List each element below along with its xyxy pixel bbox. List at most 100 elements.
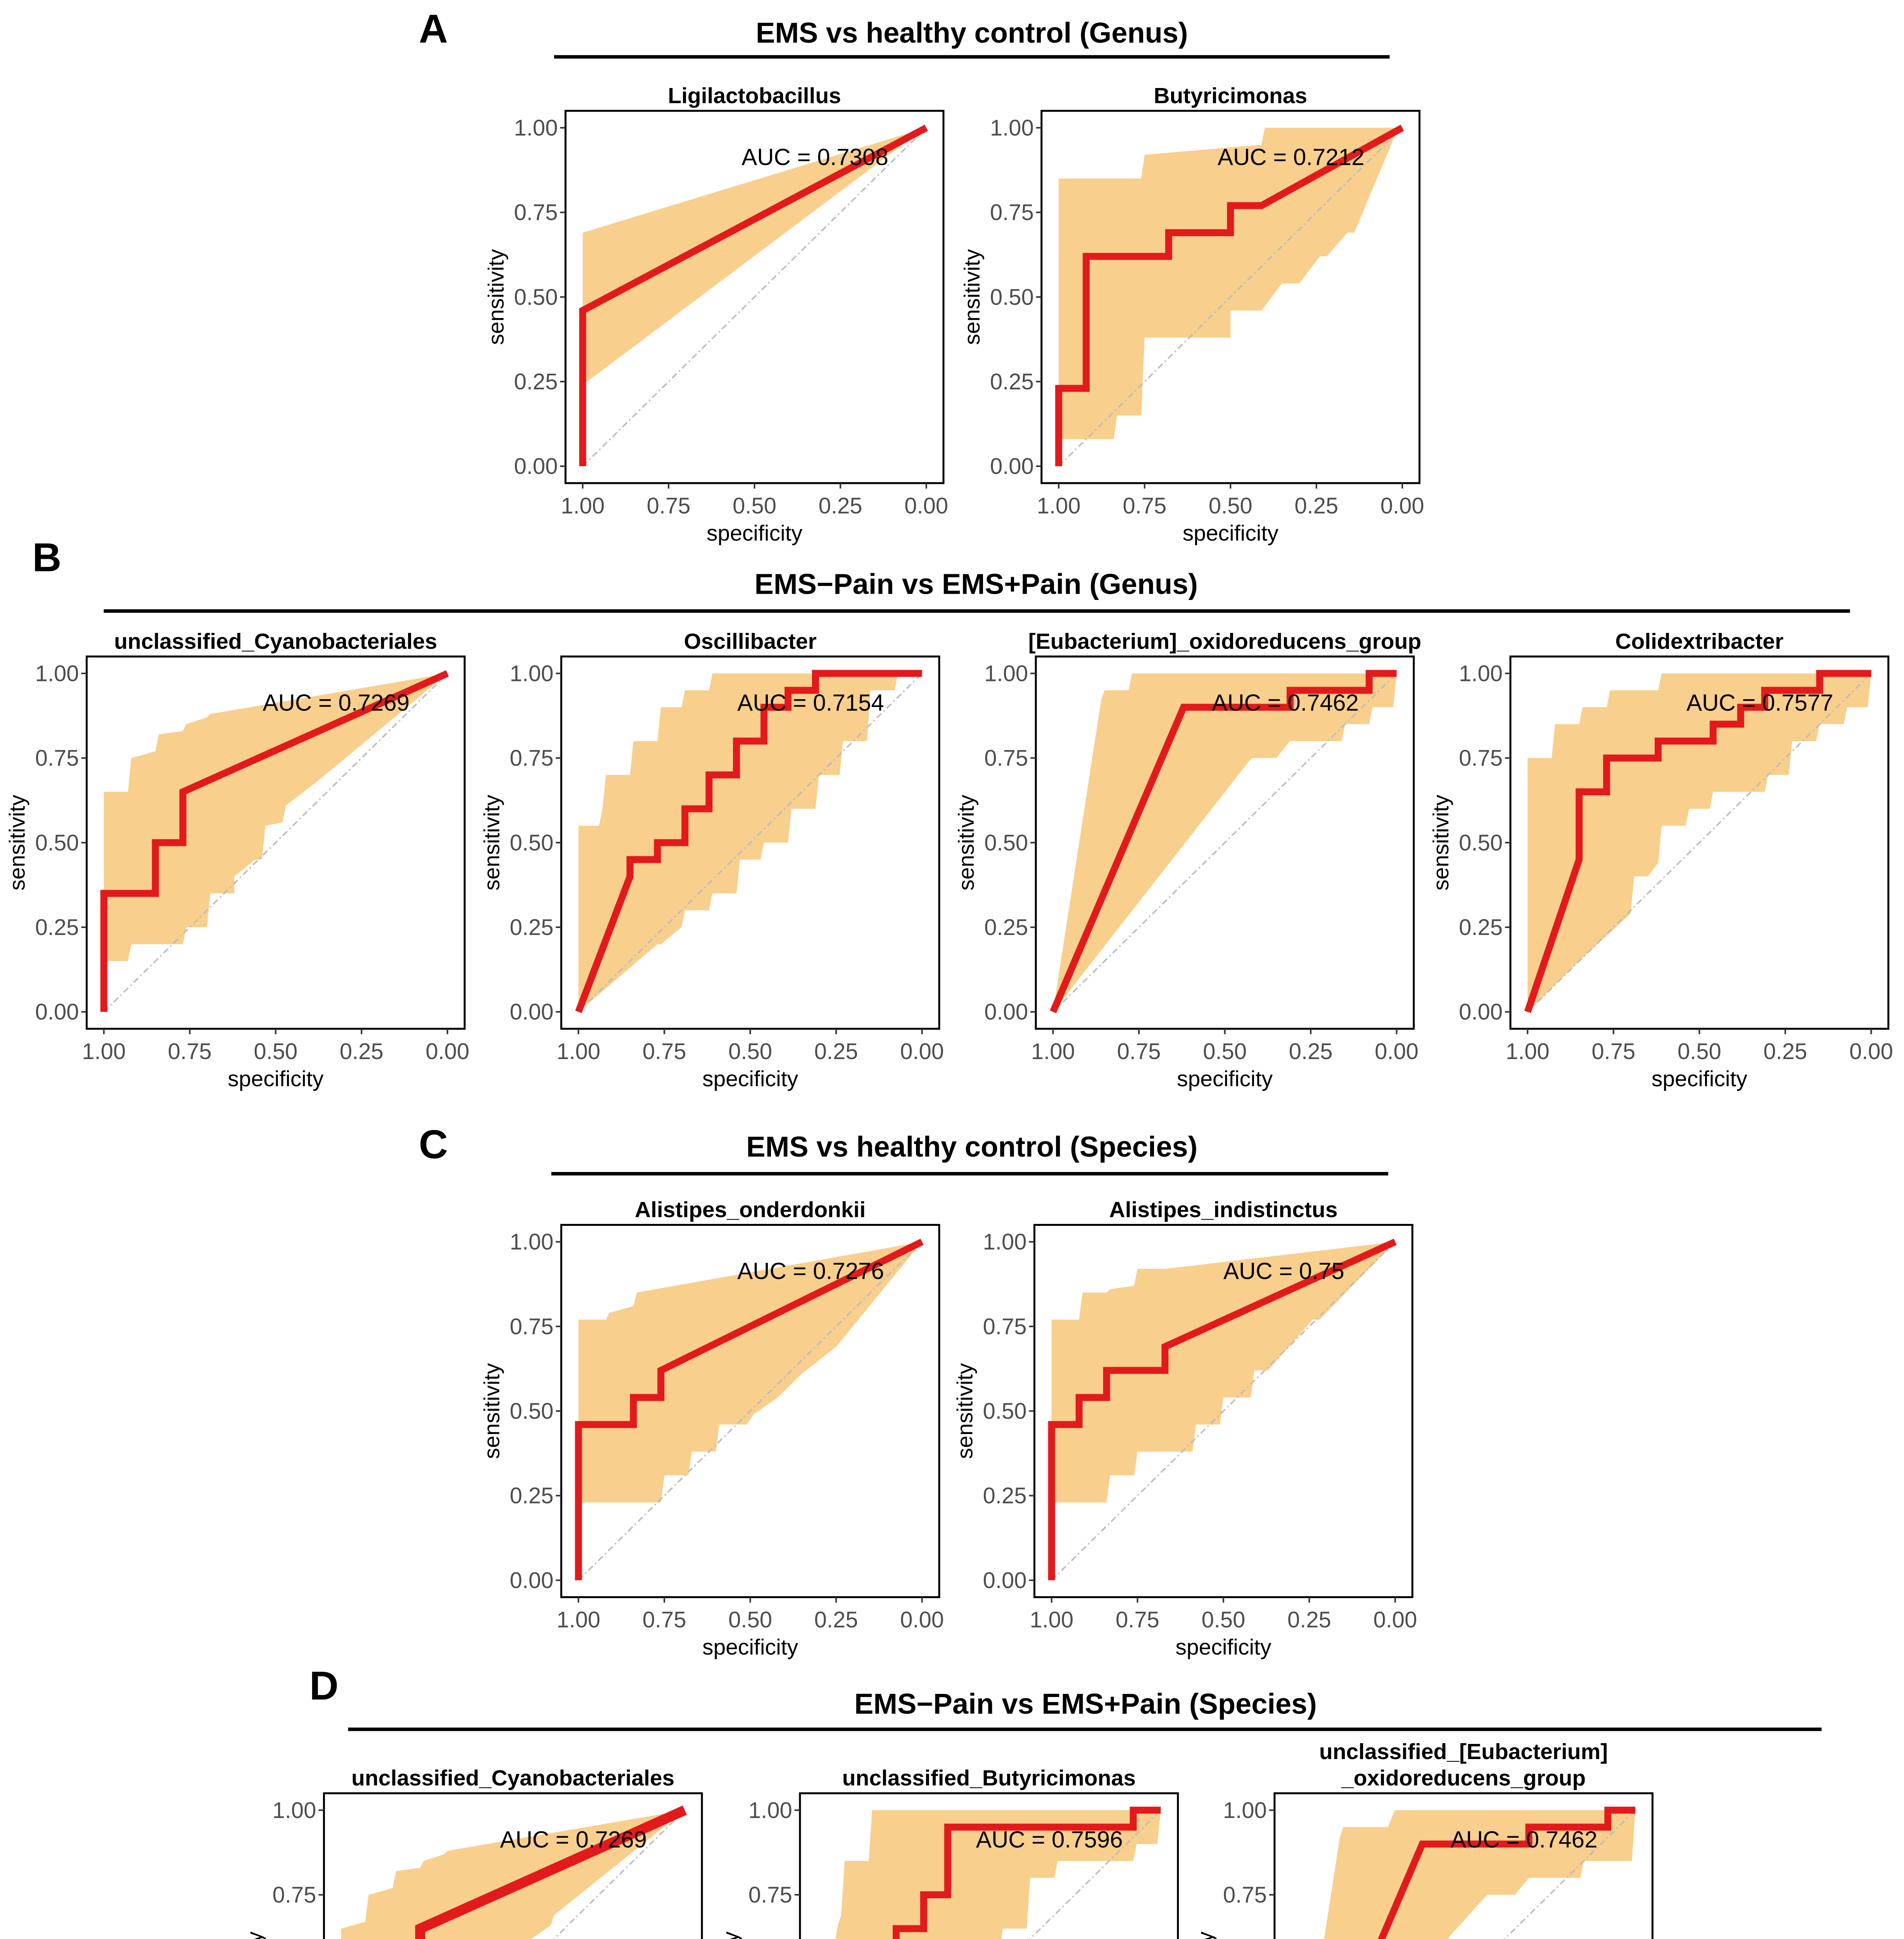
plot-title: unclassified_Cyanobacteriales xyxy=(351,1766,674,1790)
y-tick-label: 1.00 xyxy=(35,661,79,686)
roc-curve xyxy=(575,1239,924,1580)
x-tick-label: 0.75 xyxy=(643,1607,686,1633)
panel-letter: C xyxy=(419,1122,448,1167)
y-tick-label: 0.50 xyxy=(510,830,553,855)
roc-panel: unclassified_Cyanobacteriales AUC = 0.726… xyxy=(242,1766,703,1939)
y-tick-label: 1.00 xyxy=(273,1798,316,1823)
ci-band xyxy=(1051,1242,1395,1503)
y-tick-label: 0.00 xyxy=(984,999,1028,1025)
x-tick-label: 0.75 xyxy=(1116,1607,1159,1633)
plot-title: Alistipes_onderdonkii xyxy=(635,1198,866,1222)
x-tick-label: 0.75 xyxy=(1117,1039,1161,1064)
x-tick-label: 0.50 xyxy=(728,1039,772,1064)
x-axis-label: specificity xyxy=(1175,1635,1272,1660)
x-axis-label: specificity xyxy=(228,1066,324,1091)
y-axis-label: sensitivity xyxy=(718,1931,743,1939)
roc-curve xyxy=(1378,1806,1636,1939)
y-tick-label: 0.75 xyxy=(1459,746,1503,771)
x-tick-label: 0.25 xyxy=(814,1607,858,1633)
y-tick-label: 0.25 xyxy=(984,915,1028,940)
plot-title: _oxidoreducens_group xyxy=(1341,1766,1586,1790)
y-tick-label: 0.00 xyxy=(35,999,79,1025)
y-tick-label: 0.75 xyxy=(984,746,1028,771)
auc-label: AUC = 0.7462 xyxy=(1451,1827,1598,1853)
y-tick-label: 0.00 xyxy=(510,999,553,1025)
x-tick-label: 0.75 xyxy=(647,493,691,518)
x-tick-label: 1.00 xyxy=(82,1039,126,1064)
y-axis-label: sensitivity xyxy=(960,249,985,345)
y-axis-label: sensitivity xyxy=(242,1931,267,1939)
auc-label: AUC = 0.7154 xyxy=(737,690,884,715)
y-tick-label: 0.25 xyxy=(510,915,553,940)
y-tick-label: 0.00 xyxy=(990,454,1034,479)
y-tick-label: 0.00 xyxy=(510,1568,553,1593)
y-tick-label: 0.25 xyxy=(514,369,558,394)
x-tick-label: 0.00 xyxy=(904,493,948,518)
y-axis-label: sensitivity xyxy=(953,1363,978,1459)
roc-panel: unclassified_Butyricimonas AUC = 0.7596 0.… xyxy=(718,1766,1179,1939)
y-tick-label: 0.50 xyxy=(514,285,558,310)
plot-title: [Eubacterium]_oxidoreducens_group xyxy=(1028,629,1422,654)
y-tick-label: 0.75 xyxy=(514,200,558,225)
auc-label: AUC = 0.7596 xyxy=(976,1827,1123,1853)
x-tick-label: 0.25 xyxy=(814,1039,858,1064)
x-tick-label: 0.25 xyxy=(1294,493,1338,518)
reference-diagonal xyxy=(103,673,448,1013)
y-tick-label: 0.50 xyxy=(35,830,79,855)
x-tick-label: 0.50 xyxy=(1203,1039,1247,1064)
x-tick-label: 0.50 xyxy=(728,1607,772,1633)
plot-title: unclassified_[Eubacterium] xyxy=(1319,1739,1608,1764)
x-tick-label: 0.75 xyxy=(643,1039,686,1064)
y-tick-label: 0.25 xyxy=(990,369,1034,394)
x-tick-label: 1.00 xyxy=(556,1607,600,1633)
y-tick-label: 0.75 xyxy=(35,746,79,771)
reference-diagonal xyxy=(582,127,927,467)
x-tick-label: 0.25 xyxy=(340,1039,384,1064)
roc-curve xyxy=(579,124,928,467)
x-tick-label: 0.50 xyxy=(733,493,776,518)
y-tick-label: 0.00 xyxy=(1459,999,1503,1025)
y-axis-label: sensitivity xyxy=(5,795,30,891)
y-tick-label: 0.50 xyxy=(984,830,1028,855)
ci-band xyxy=(835,1810,1161,1939)
auc-label: AUC = 0.7308 xyxy=(741,144,888,170)
y-tick-label: 0.50 xyxy=(983,1399,1027,1424)
section-d: D EMS−Pain vs EMS+Pain (Species)unclassif… xyxy=(242,1663,1822,1939)
roc-panel: unclassified_[Eubacterium]_oxidoreducens… xyxy=(1193,1739,1653,1939)
y-tick-label: 0.75 xyxy=(748,1882,792,1908)
y-axis-label: sensitivity xyxy=(479,1363,504,1459)
y-tick-label: 1.00 xyxy=(510,1229,553,1255)
panel-letter: D xyxy=(309,1663,339,1708)
plot-frame xyxy=(1273,1792,1653,1939)
y-tick-label: 1.00 xyxy=(983,1229,1027,1255)
x-tick-label: 1.00 xyxy=(556,1039,600,1064)
reference-diagonal xyxy=(1051,1241,1396,1581)
x-tick-label: 0.75 xyxy=(168,1039,212,1064)
y-tick-label: 0.00 xyxy=(514,454,558,479)
plot-frame xyxy=(323,1792,703,1939)
roc-panel: Colidextribacter AUC = 0.7577 0.00 0.25 0.50… xyxy=(1429,629,1893,1091)
panel-letter: B xyxy=(32,535,61,580)
x-axis-label: specificity xyxy=(702,1635,798,1660)
y-tick-label: 0.25 xyxy=(983,1483,1027,1509)
x-tick-label: 0.00 xyxy=(1380,493,1424,518)
reference-diagonal xyxy=(578,1241,923,1581)
y-tick-label: 1.00 xyxy=(748,1798,792,1823)
auc-label: AUC = 0.7269 xyxy=(263,690,410,715)
auc-label: AUC = 0.7212 xyxy=(1218,144,1365,170)
y-tick-label: 0.25 xyxy=(1459,915,1503,940)
roc-panel: Ligilactobacillus AUC = 0.7308 0.00 0.25 0.5… xyxy=(484,83,948,546)
roc-curve xyxy=(575,670,922,1013)
ci-band xyxy=(341,1810,685,1939)
section-a: A EMS vs healthy control (Genus) Ligilacto… xyxy=(419,7,1424,546)
x-tick-label: 1.00 xyxy=(1030,1607,1073,1633)
roc-curve xyxy=(1050,670,1397,1013)
y-axis-label: sensitivity xyxy=(1193,1931,1218,1939)
y-tick-label: 0.50 xyxy=(990,285,1034,310)
y-tick-label: 1.00 xyxy=(1459,661,1503,686)
roc-panel: unclassified_Cyanobacteriales AUC = 0.726… xyxy=(5,629,470,1091)
roc-panel: Alistipes_onderdonkii AUC = 0.7276 0.00 0.2… xyxy=(479,1198,944,1660)
y-axis-label: sensitivity xyxy=(484,249,508,345)
x-tick-label: 0.00 xyxy=(1849,1039,1893,1064)
